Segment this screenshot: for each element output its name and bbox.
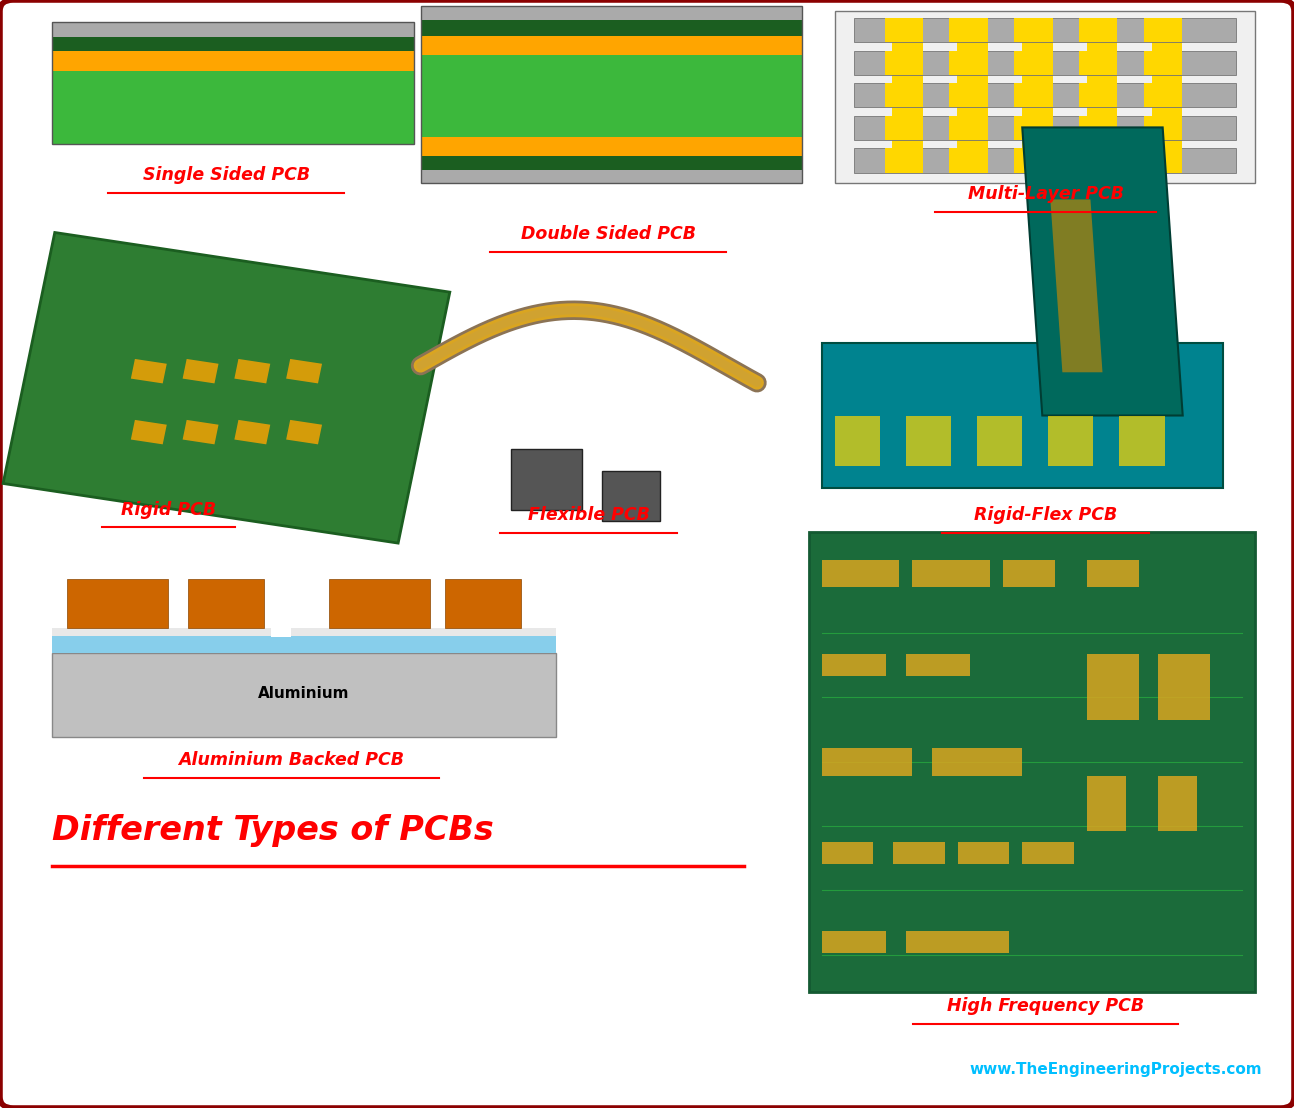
Bar	[822, 748, 912, 776]
Bar	[885, 83, 923, 107]
Bar	[421, 6, 802, 20]
Bar	[52, 51, 414, 71]
Bar	[445, 579, 521, 627]
Bar	[1079, 148, 1118, 173]
Polygon shape	[234, 420, 270, 444]
Text: Rigid-Flex PCB: Rigid-Flex PCB	[974, 506, 1117, 524]
Bar	[52, 654, 556, 737]
Bar	[1087, 560, 1139, 587]
Polygon shape	[1051, 199, 1102, 372]
Bar	[1087, 18, 1118, 173]
Bar	[822, 931, 886, 953]
Bar	[1014, 116, 1052, 140]
Text: Rigid PCB: Rigid PCB	[120, 501, 216, 519]
Text: Single Sided PCB: Single Sided PCB	[142, 166, 311, 184]
Bar	[1144, 116, 1183, 140]
Bar	[885, 51, 923, 74]
Bar	[272, 576, 291, 637]
Bar	[893, 842, 945, 864]
Bar	[52, 627, 556, 636]
Bar	[52, 636, 556, 654]
Bar	[835, 11, 1255, 183]
Polygon shape	[234, 359, 270, 383]
Polygon shape	[1022, 127, 1183, 416]
Bar	[1144, 83, 1183, 107]
Bar	[1014, 148, 1052, 173]
Bar	[892, 18, 923, 173]
Bar	[1144, 51, 1183, 74]
Bar	[1087, 654, 1139, 720]
Bar	[885, 148, 923, 173]
Bar	[1022, 842, 1074, 864]
Text: Aluminium: Aluminium	[259, 686, 349, 701]
Polygon shape	[182, 420, 219, 444]
Bar	[822, 343, 1223, 488]
Text: Aluminium Backed PCB: Aluminium Backed PCB	[179, 751, 404, 769]
Bar	[854, 116, 1236, 140]
Bar	[950, 18, 987, 42]
Bar	[885, 18, 923, 42]
Bar	[950, 51, 987, 74]
Bar	[854, 51, 1236, 74]
Polygon shape	[131, 420, 167, 444]
Text: Flexible PCB: Flexible PCB	[528, 506, 650, 524]
Bar	[421, 20, 802, 35]
Bar	[52, 22, 414, 144]
Bar	[1079, 51, 1118, 74]
Bar	[188, 579, 264, 627]
Bar	[1003, 560, 1055, 587]
Polygon shape	[131, 359, 167, 383]
Bar	[950, 83, 987, 107]
Bar	[1152, 18, 1183, 173]
Bar	[511, 449, 582, 510]
Bar	[822, 560, 899, 587]
Bar	[1144, 18, 1183, 42]
Bar	[912, 560, 990, 587]
Polygon shape	[3, 233, 450, 543]
Bar	[1119, 416, 1165, 465]
Bar	[421, 35, 802, 55]
Bar	[1144, 148, 1183, 173]
Bar	[932, 748, 1022, 776]
Bar	[1014, 83, 1052, 107]
Bar	[1022, 18, 1052, 173]
Bar	[958, 18, 987, 173]
Polygon shape	[286, 359, 322, 383]
Bar	[602, 471, 660, 521]
Bar	[835, 416, 880, 465]
Bar	[1158, 776, 1197, 831]
Bar	[906, 931, 1009, 953]
Bar	[885, 116, 923, 140]
Bar	[822, 654, 886, 676]
Bar	[67, 579, 168, 627]
Polygon shape	[286, 420, 322, 444]
Bar	[1048, 416, 1093, 465]
Bar	[421, 156, 802, 171]
Bar	[52, 71, 414, 144]
Text: Multi-Layer PCB: Multi-Layer PCB	[968, 185, 1123, 203]
Text: High Frequency PCB: High Frequency PCB	[947, 997, 1144, 1015]
Bar	[1158, 654, 1210, 720]
Bar	[1014, 18, 1052, 42]
Text: Different Types of PCBs: Different Types of PCBs	[52, 814, 493, 848]
Bar	[950, 116, 987, 140]
Text: Double Sided PCB: Double Sided PCB	[520, 225, 696, 243]
Bar	[906, 654, 970, 676]
Bar	[1087, 776, 1126, 831]
Bar	[958, 842, 1009, 864]
Bar	[854, 83, 1236, 107]
Bar	[329, 579, 430, 627]
Bar	[421, 55, 802, 136]
Bar	[52, 22, 414, 37]
Bar	[854, 148, 1236, 173]
Bar	[809, 532, 1255, 992]
Bar	[421, 171, 802, 183]
Bar	[1014, 51, 1052, 74]
Bar	[1079, 116, 1118, 140]
Bar	[52, 37, 414, 51]
Text: www.TheEngineeringProjects.com: www.TheEngineeringProjects.com	[969, 1061, 1262, 1077]
Bar	[906, 416, 951, 465]
Bar	[1079, 18, 1118, 42]
Bar	[1079, 83, 1118, 107]
